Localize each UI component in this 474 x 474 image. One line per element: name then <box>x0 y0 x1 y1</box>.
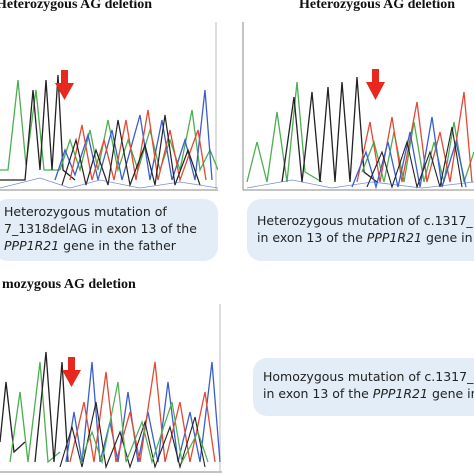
caption-a-line1: Heterozygous mutation of <box>4 204 167 219</box>
arrow-icon-panel-c <box>62 357 81 387</box>
caption-a-line3: gene in the father <box>59 238 176 253</box>
chromatogram-panel-a <box>0 22 218 191</box>
caption-panel-d: Homozygous mutation of c.1317_13 in exon… <box>253 358 474 416</box>
caption-panel-a: Heterozygous mutation of 7_1318delAG in … <box>0 199 218 261</box>
caption-d-gene: PPP1R21 <box>372 386 428 401</box>
caption-b-gene: PPP1R21 <box>366 230 422 245</box>
caption-panel-b: Heterozygous mutation of c.1317_13 in ex… <box>247 199 474 261</box>
caption-b-line2-pre: in exon 13 of the <box>257 230 367 245</box>
panel-a-title: Heterozygous AG deletion <box>0 0 153 12</box>
caption-d-line1: Homozygous mutation of c.1317_13 <box>263 369 474 384</box>
chromatogram-panel-c <box>0 304 222 473</box>
arrow-icon-panel-b <box>366 69 385 100</box>
caption-b-line1: Heterozygous mutation of c.1317_13 <box>257 213 474 228</box>
arrow-icon-panel-a <box>55 70 74 100</box>
panel-b-title: Heterozygous AG deletion <box>299 0 456 12</box>
chromatogram-panel-b <box>242 22 474 191</box>
caption-b-line2-post: gene in the <box>425 230 474 245</box>
caption-a-gene: PPP1R21 <box>4 238 60 253</box>
caption-d-line2-pre: in exon 13 of the <box>263 386 373 401</box>
caption-a-line2: 7_1318delAG in exon 13 of the <box>4 221 197 236</box>
panel-c-title: mozygous AG deletion <box>2 277 136 292</box>
caption-d-line2-post: gene in th <box>431 386 474 401</box>
